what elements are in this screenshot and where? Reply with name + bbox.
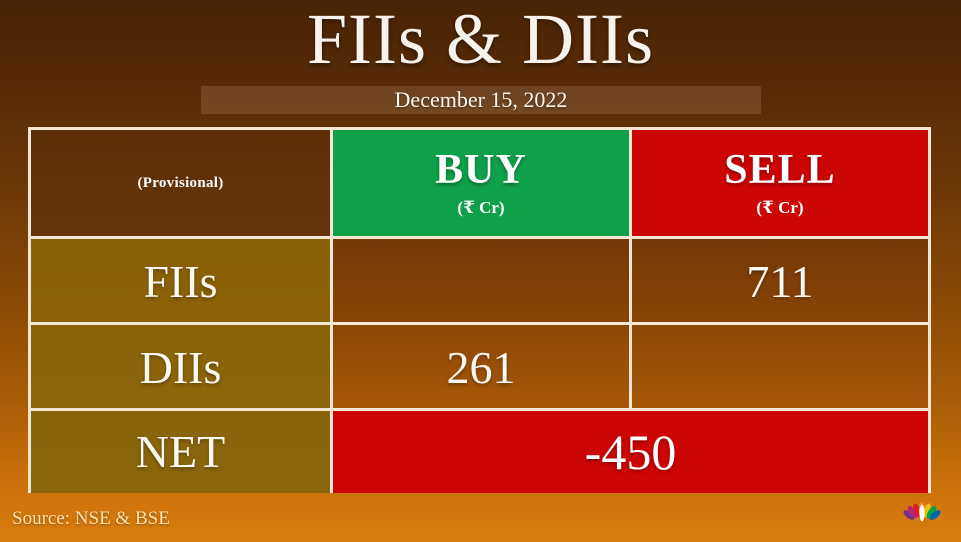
fiis-sell-cell: 711 — [629, 239, 928, 325]
diis-buy-value: 261 — [446, 342, 516, 393]
buy-label: BUY — [435, 147, 527, 193]
net-value-cell: -450 — [330, 411, 928, 493]
table-row: DIIs 261 — [31, 322, 928, 411]
sell-unit-label: (₹ Cr) — [756, 198, 804, 217]
fii-dii-table: (Provisional) BUY (₹ Cr) SELL (₹ Cr) FII… — [28, 127, 931, 493]
net-label: NET — [135, 426, 226, 477]
net-value: -450 — [584, 424, 677, 480]
table-header-row: (Provisional) BUY (₹ Cr) SELL (₹ Cr) — [31, 130, 928, 236]
provisional-label: (Provisional) — [137, 174, 224, 191]
date-band — [201, 86, 761, 114]
buy-unit-label: (₹ Cr) — [457, 198, 505, 217]
logo-text-tv18: TV18 — [951, 529, 961, 540]
date-label: December 15, 2022 — [394, 87, 568, 112]
row-label-net: NET — [31, 411, 330, 493]
row-label-diis: DIIs — [31, 325, 330, 411]
fiis-sell-value: 711 — [746, 256, 814, 307]
row-label-fiis: FIIs — [31, 239, 330, 325]
diis-buy-cell: 261 — [330, 325, 629, 411]
source-label: Source: NSE & BSE — [12, 508, 170, 529]
diis-sell-cell — [629, 325, 928, 411]
diis-label: DIIs — [139, 342, 222, 393]
peacock-icon — [903, 502, 941, 522]
fiis-label: FIIs — [143, 256, 218, 307]
table-row: FIIs 711 — [31, 236, 928, 325]
header-cell-buy: BUY (₹ Cr) — [330, 130, 629, 236]
cnbc-tv18-logo: CNBC TV18 — [893, 502, 951, 538]
table-row: NET -450 — [31, 408, 928, 493]
page-title: FIIs & DIIs — [307, 0, 654, 79]
sell-label: SELL — [724, 147, 836, 193]
fiis-buy-cell — [330, 239, 629, 325]
header-cell-provisional: (Provisional) — [31, 130, 330, 236]
header-cell-sell: SELL (₹ Cr) — [629, 130, 928, 236]
